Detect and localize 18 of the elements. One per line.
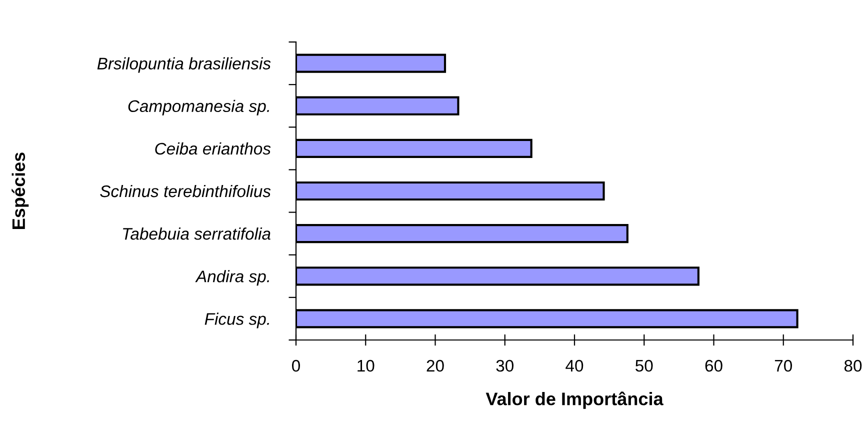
y-tick-label: Campomanesia sp.: [128, 100, 269, 116]
x-tick-label: 50: [636, 360, 653, 372]
x-tick-label: 10: [358, 360, 374, 372]
x-axis-title: Valor de Importância: [486, 392, 664, 409]
x-tick-label: 60: [705, 360, 722, 372]
x-tick-label: 30: [496, 360, 514, 372]
y-tick-label: Brsilopuntia brasiliensis: [97, 57, 271, 73]
x-tick-label: 20: [426, 360, 444, 372]
y-tick-label: Schinus terebinthifolius: [100, 184, 271, 198]
x-tick-label: 40: [566, 360, 584, 372]
y-tick-label: Andira sp.: [195, 270, 269, 286]
x-tick-label: 70: [774, 360, 792, 372]
x-tick-label: 80: [844, 360, 862, 372]
y-axis-title: Espécies: [12, 152, 29, 229]
y-tick-label: Ceiba erianthos: [155, 142, 271, 155]
y-tick-label: Tabebuia serratifolia: [123, 228, 270, 240]
y-tick-label: Ficus sp.: [204, 312, 269, 328]
x-tick-label: 0: [292, 360, 300, 372]
